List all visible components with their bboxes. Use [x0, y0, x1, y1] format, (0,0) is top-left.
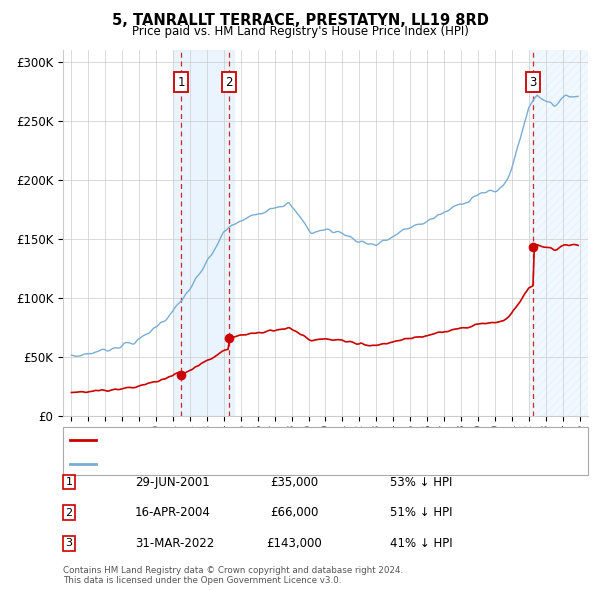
- Text: £66,000: £66,000: [270, 506, 318, 519]
- Text: Contains HM Land Registry data © Crown copyright and database right 2024.
This d: Contains HM Land Registry data © Crown c…: [63, 566, 403, 585]
- Text: 5, TANRALLT TERRACE, PRESTATYN, LL19 8RD (detached house): 5, TANRALLT TERRACE, PRESTATYN, LL19 8RD…: [100, 435, 448, 445]
- Bar: [529, 50, 588, 416]
- Text: 3: 3: [65, 539, 73, 548]
- Text: £35,000: £35,000: [270, 476, 318, 489]
- Text: 16-APR-2004: 16-APR-2004: [135, 506, 211, 519]
- Text: 5, TANRALLT TERRACE, PRESTATYN, LL19 8RD: 5, TANRALLT TERRACE, PRESTATYN, LL19 8RD: [112, 13, 488, 28]
- Text: 1: 1: [65, 477, 73, 487]
- Text: HPI: Average price, detached house, Denbighshire: HPI: Average price, detached house, Denb…: [100, 459, 375, 469]
- Text: 3: 3: [529, 76, 536, 88]
- Text: 1: 1: [178, 76, 185, 88]
- Text: 53% ↓ HPI: 53% ↓ HPI: [390, 476, 452, 489]
- Text: 31-MAR-2022: 31-MAR-2022: [135, 537, 214, 550]
- Text: £143,000: £143,000: [266, 537, 322, 550]
- Text: 2: 2: [65, 508, 73, 517]
- Text: 41% ↓ HPI: 41% ↓ HPI: [390, 537, 452, 550]
- Bar: [173, 50, 235, 416]
- Text: 29-JUN-2001: 29-JUN-2001: [135, 476, 210, 489]
- Text: 2: 2: [225, 76, 233, 88]
- Text: Price paid vs. HM Land Registry's House Price Index (HPI): Price paid vs. HM Land Registry's House …: [131, 25, 469, 38]
- Text: 51% ↓ HPI: 51% ↓ HPI: [390, 506, 452, 519]
